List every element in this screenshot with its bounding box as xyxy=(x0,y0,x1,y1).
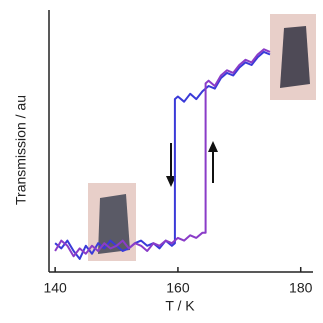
x-tick-label: 180 xyxy=(289,280,313,296)
x-tick-label: 160 xyxy=(166,280,190,296)
x-tick-label: 140 xyxy=(43,280,67,296)
series-line xyxy=(54,48,271,258)
arrow-up xyxy=(208,141,218,183)
y-axis-label: Transmission / au xyxy=(13,95,29,205)
series-line xyxy=(54,50,271,260)
arrow-down xyxy=(166,143,176,187)
crystal-photo xyxy=(270,14,316,100)
x-axis-label: T / K xyxy=(165,298,195,314)
